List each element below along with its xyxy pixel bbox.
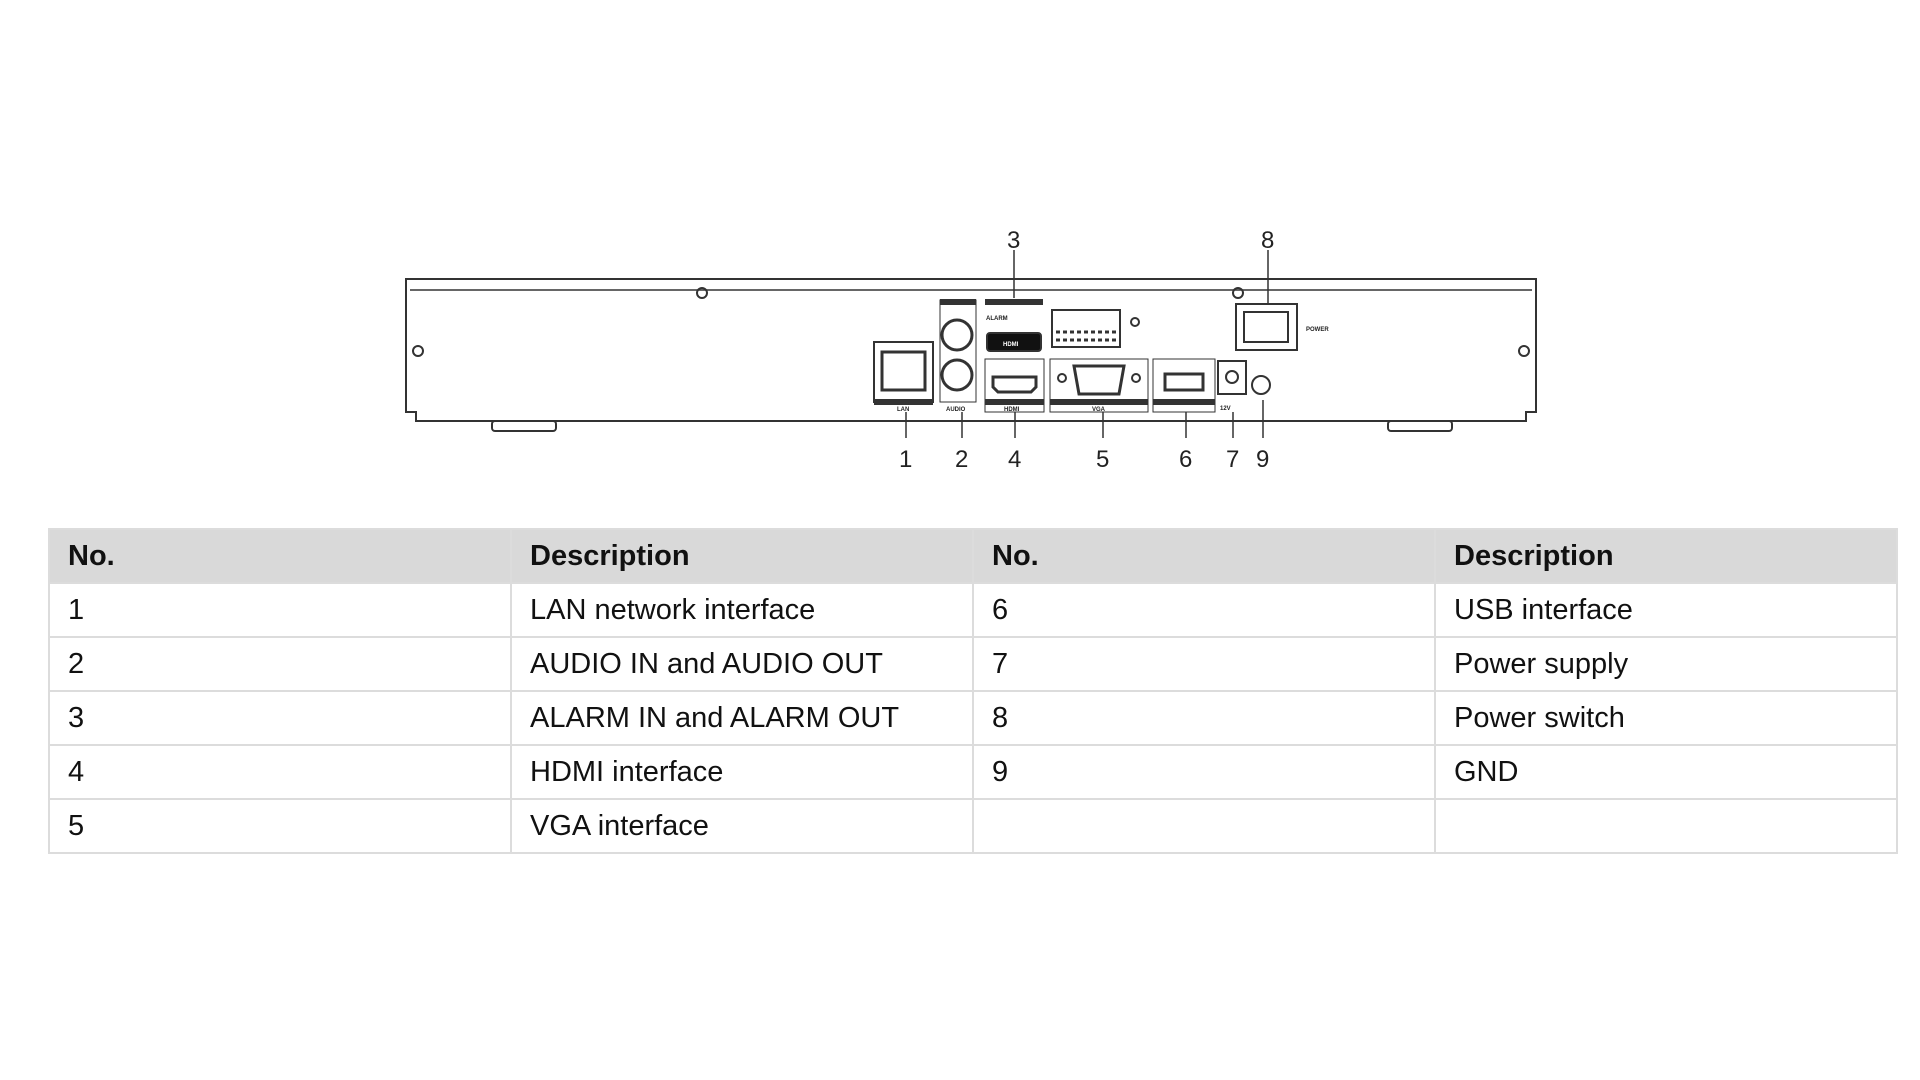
audio-label: AUDIO — [946, 407, 966, 413]
table-row: 1 LAN network interface 6 USB interface — [48, 582, 1898, 638]
nvr-rear-panel-diagram: HDMI LAN AUDIO HDMI VGA ALARM POWER 12V … — [405, 227, 1537, 473]
callout-4: 4 — [1008, 446, 1021, 473]
cell-no: 8 — [972, 690, 1436, 746]
callout-3: 3 — [1007, 227, 1020, 254]
callout-2: 2 — [955, 446, 968, 473]
cell-description: LAN network interface — [510, 582, 974, 638]
cell-no: 3 — [48, 690, 512, 746]
header-description: Description — [510, 528, 974, 584]
callout-7: 7 — [1226, 446, 1239, 473]
table-row: 2 AUDIO IN and AUDIO OUT 7 Power supply — [48, 636, 1898, 692]
screw-hole — [412, 345, 424, 357]
cell-description: AUDIO IN and AUDIO OUT — [510, 636, 974, 692]
power-label: POWER — [1306, 327, 1329, 333]
power-switch — [1235, 303, 1298, 351]
cell-no: 7 — [972, 636, 1436, 692]
cell-no: 4 — [48, 744, 512, 800]
cell-description — [1434, 798, 1898, 854]
table-row: 3 ALARM IN and ALARM OUT 8 Power switch — [48, 690, 1898, 746]
hdmi-logo-text: HDMI — [1003, 342, 1019, 348]
chassis-outline — [405, 278, 1537, 422]
cell-no: 9 — [972, 744, 1436, 800]
cell-no — [972, 798, 1436, 854]
cell-description: GND — [1434, 744, 1898, 800]
callout-6: 6 — [1179, 446, 1192, 473]
table-row: 5 VGA interface — [48, 798, 1898, 854]
cell-no: 2 — [48, 636, 512, 692]
dc-label: 12V — [1220, 406, 1231, 412]
callout-5: 5 — [1096, 446, 1109, 473]
cell-description: ALARM IN and ALARM OUT — [510, 690, 974, 746]
alarm-terminal — [1051, 309, 1121, 348]
table-header-row: No. Description No. Description — [48, 528, 1898, 584]
audio-in-port — [940, 318, 974, 352]
hdmi-label: HDMI — [1004, 407, 1020, 413]
usb-port — [1163, 372, 1205, 392]
cell-description: USB interface — [1434, 582, 1898, 638]
alarm-label: ALARM — [986, 316, 1008, 322]
hdmi-port — [991, 375, 1038, 394]
cell-no: 1 — [48, 582, 512, 638]
audio-out-port — [940, 358, 974, 392]
screw-hole — [696, 287, 708, 299]
table-row: 4 HDMI interface 9 GND — [48, 744, 1898, 800]
power-jack — [1217, 360, 1247, 395]
screw-hole — [1518, 345, 1530, 357]
cell-description: HDMI interface — [510, 744, 974, 800]
callout-1: 1 — [899, 446, 912, 473]
cell-no: 6 — [972, 582, 1436, 638]
header-description: Description — [1434, 528, 1898, 584]
screw-hole — [1232, 287, 1244, 299]
foot-left — [491, 420, 557, 432]
callout-8: 8 — [1261, 227, 1274, 254]
cell-no: 5 — [48, 798, 512, 854]
header-no: No. — [48, 528, 512, 584]
gnd-terminal — [1251, 375, 1271, 395]
interface-description-table: No. Description No. Description 1 LAN net… — [48, 528, 1898, 854]
vga-label: VGA — [1092, 407, 1106, 413]
cell-description: Power switch — [1434, 690, 1898, 746]
hdmi-logo — [986, 332, 1042, 352]
cell-description: Power supply — [1434, 636, 1898, 692]
lan-label: LAN — [897, 407, 909, 413]
header-no: No. — [972, 528, 1436, 584]
foot-right — [1387, 420, 1453, 432]
vga-port — [1072, 364, 1126, 396]
callout-9: 9 — [1256, 446, 1269, 473]
cell-description: VGA interface — [510, 798, 974, 854]
